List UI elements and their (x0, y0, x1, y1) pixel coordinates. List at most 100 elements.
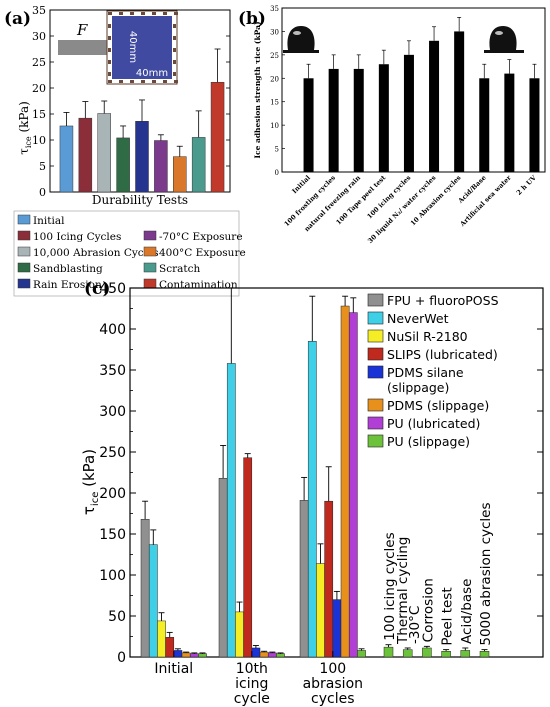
chart-a-ylabel-unit: (kPa) (17, 101, 31, 136)
chart-a-legend-label: Scratch (159, 263, 200, 275)
chart-c-legend-label: PU (slippage) (387, 434, 470, 449)
chart-c-legend-label-cont: (slippage) (387, 380, 449, 395)
chart-c-group-label: abrasion (303, 676, 363, 692)
chart-a-legend-swatch (143, 278, 157, 289)
chart-c-ytick-label: 450 (99, 281, 126, 297)
chart-b-ytick-label: 10 (270, 122, 279, 130)
inset-bolt (108, 60, 111, 64)
chart-c-bar (140, 518, 150, 658)
chart-a: 0 5 10 15 20 25 30 35 Durability Tests τice (kP… (13, 4, 246, 297)
chart-a-legend-swatch (143, 230, 157, 241)
droplet-right-highlight (495, 31, 503, 35)
chart-c-bar (243, 457, 253, 658)
chart-c-bar (173, 650, 183, 658)
chart-c-legend-label: PDMS silane (387, 365, 464, 380)
droplet-left-highlight (293, 31, 301, 35)
chart-b-xtick-label: 100 icing cycles (366, 174, 413, 221)
inset-dim-vertical: 40mm (127, 31, 138, 63)
chart-a-bar (154, 140, 168, 193)
chart-b-ylabel: Ice adhesion strength τice (kPa) (253, 22, 262, 159)
chart-a-legend-swatch (17, 230, 31, 241)
chart-a-ytick-label: 5 (39, 160, 46, 173)
chart-a-legend-swatch (17, 278, 31, 289)
inset-bolt (108, 80, 112, 83)
chart-c-extra-label: Acid/base (459, 578, 475, 643)
chart-a-bar (97, 113, 111, 193)
chart-c-bar (181, 652, 191, 658)
chart-c-bar (259, 651, 269, 658)
chart-a-bar (173, 156, 187, 193)
chart-b-ytick-label: 35 (270, 5, 279, 13)
chart-c-legend-label: PDMS (slippage) (387, 398, 489, 413)
chart-c-extra-label: Thermal cycling (395, 537, 411, 645)
chart-c-legend-swatch (367, 347, 384, 361)
chart-c-bar (189, 653, 199, 658)
inset-bolt (119, 80, 123, 83)
droplet-left-icon (283, 26, 319, 53)
panel-label-c: (c) (84, 279, 110, 299)
chart-a-legend-swatch (17, 262, 31, 273)
chart-b-ytick-label: 20 (270, 75, 279, 83)
chart-c-extra-label: Corrosion (420, 578, 436, 642)
chart-a-ytick-label: 25 (32, 56, 46, 69)
inset-bolt (108, 48, 111, 52)
chart-c-ytick-label: 250 (99, 445, 126, 461)
chart-c-extra-label: 5000 abrasion cycles (478, 502, 494, 645)
droplet-right-shape (489, 26, 517, 50)
chart-a-legend-label: 100 Icing Cycles (33, 231, 121, 243)
chart-c-bar (198, 653, 207, 658)
inset-bolt (130, 12, 134, 15)
chart-c-legend-label: SLIPS (lubricated) (387, 347, 498, 362)
chart-a-legend-label: Initial (33, 215, 65, 227)
droplet-right-icon (484, 26, 524, 53)
chart-c-extra-label: -30°C (407, 606, 423, 644)
chart-c-bar (340, 305, 350, 658)
chart-a-bar (78, 117, 93, 193)
chart-a-ytick-label: 20 (32, 82, 46, 95)
chart-c-group-label: 100 (319, 661, 346, 677)
chart-a-legend-label: 10,000 Abrasion Cycles (33, 247, 159, 259)
chart-b-ytick-label: 30 (270, 28, 279, 36)
chart-c-extra-label: 100 icing cycles (382, 532, 398, 640)
chart-c-extra-bar (441, 651, 451, 658)
inset-force-label: F (76, 21, 88, 39)
inset-bolt (108, 36, 111, 40)
droplet-left-shape (287, 26, 315, 50)
chart-c-extra-label: Peel test (440, 587, 456, 645)
droplet-right-surface (484, 50, 524, 53)
chart-a-legend-swatch (17, 214, 31, 225)
chart-c-bar (357, 650, 366, 658)
chart-b-xtick-label: Initial (290, 173, 312, 195)
chart-c-bar (299, 500, 309, 658)
chart-a-legend-label: -70°C Exposure (159, 231, 243, 243)
chart-a-legend-label: Rain Erosion (33, 279, 102, 291)
inset-bolt (163, 12, 167, 15)
chart-c-legend-swatch (367, 311, 384, 325)
chart-b-bar (328, 68, 339, 172)
chart-c-ytick-label: 350 (99, 363, 126, 379)
inset-bolt (108, 12, 112, 15)
chart-a-bar (210, 82, 225, 193)
chart-c-legend-swatch (367, 398, 384, 412)
chart-b-bar (504, 73, 515, 172)
panel-label-a: (a) (4, 9, 31, 29)
chart-c-bar (218, 477, 228, 658)
chart-c-bar (348, 312, 358, 658)
chart-c-extra-bar (402, 649, 413, 658)
chart-c-ytick-label: 400 (99, 322, 126, 338)
chart-c-bar (235, 611, 244, 658)
chart-c-legend-label: FPU + fluoroPOSS (387, 293, 499, 308)
inset-bolt (173, 36, 176, 40)
chart-c-ytick-label: 300 (99, 404, 126, 420)
chart-b-xtick-label: 2 h UV (515, 173, 539, 197)
chart-c-group-label: icing (235, 676, 268, 692)
chart-c-ylabel: τice (kPa) (80, 449, 101, 515)
chart-b-xtick-label: 10 Abrasion cycles (409, 174, 463, 228)
inset-bolt (141, 80, 145, 83)
inset-bolt (119, 12, 123, 15)
chart-b-bar (479, 78, 490, 172)
chart-c-legend-swatch (367, 293, 384, 307)
chart-b-xtick-label: Artificial sea water (458, 173, 513, 228)
